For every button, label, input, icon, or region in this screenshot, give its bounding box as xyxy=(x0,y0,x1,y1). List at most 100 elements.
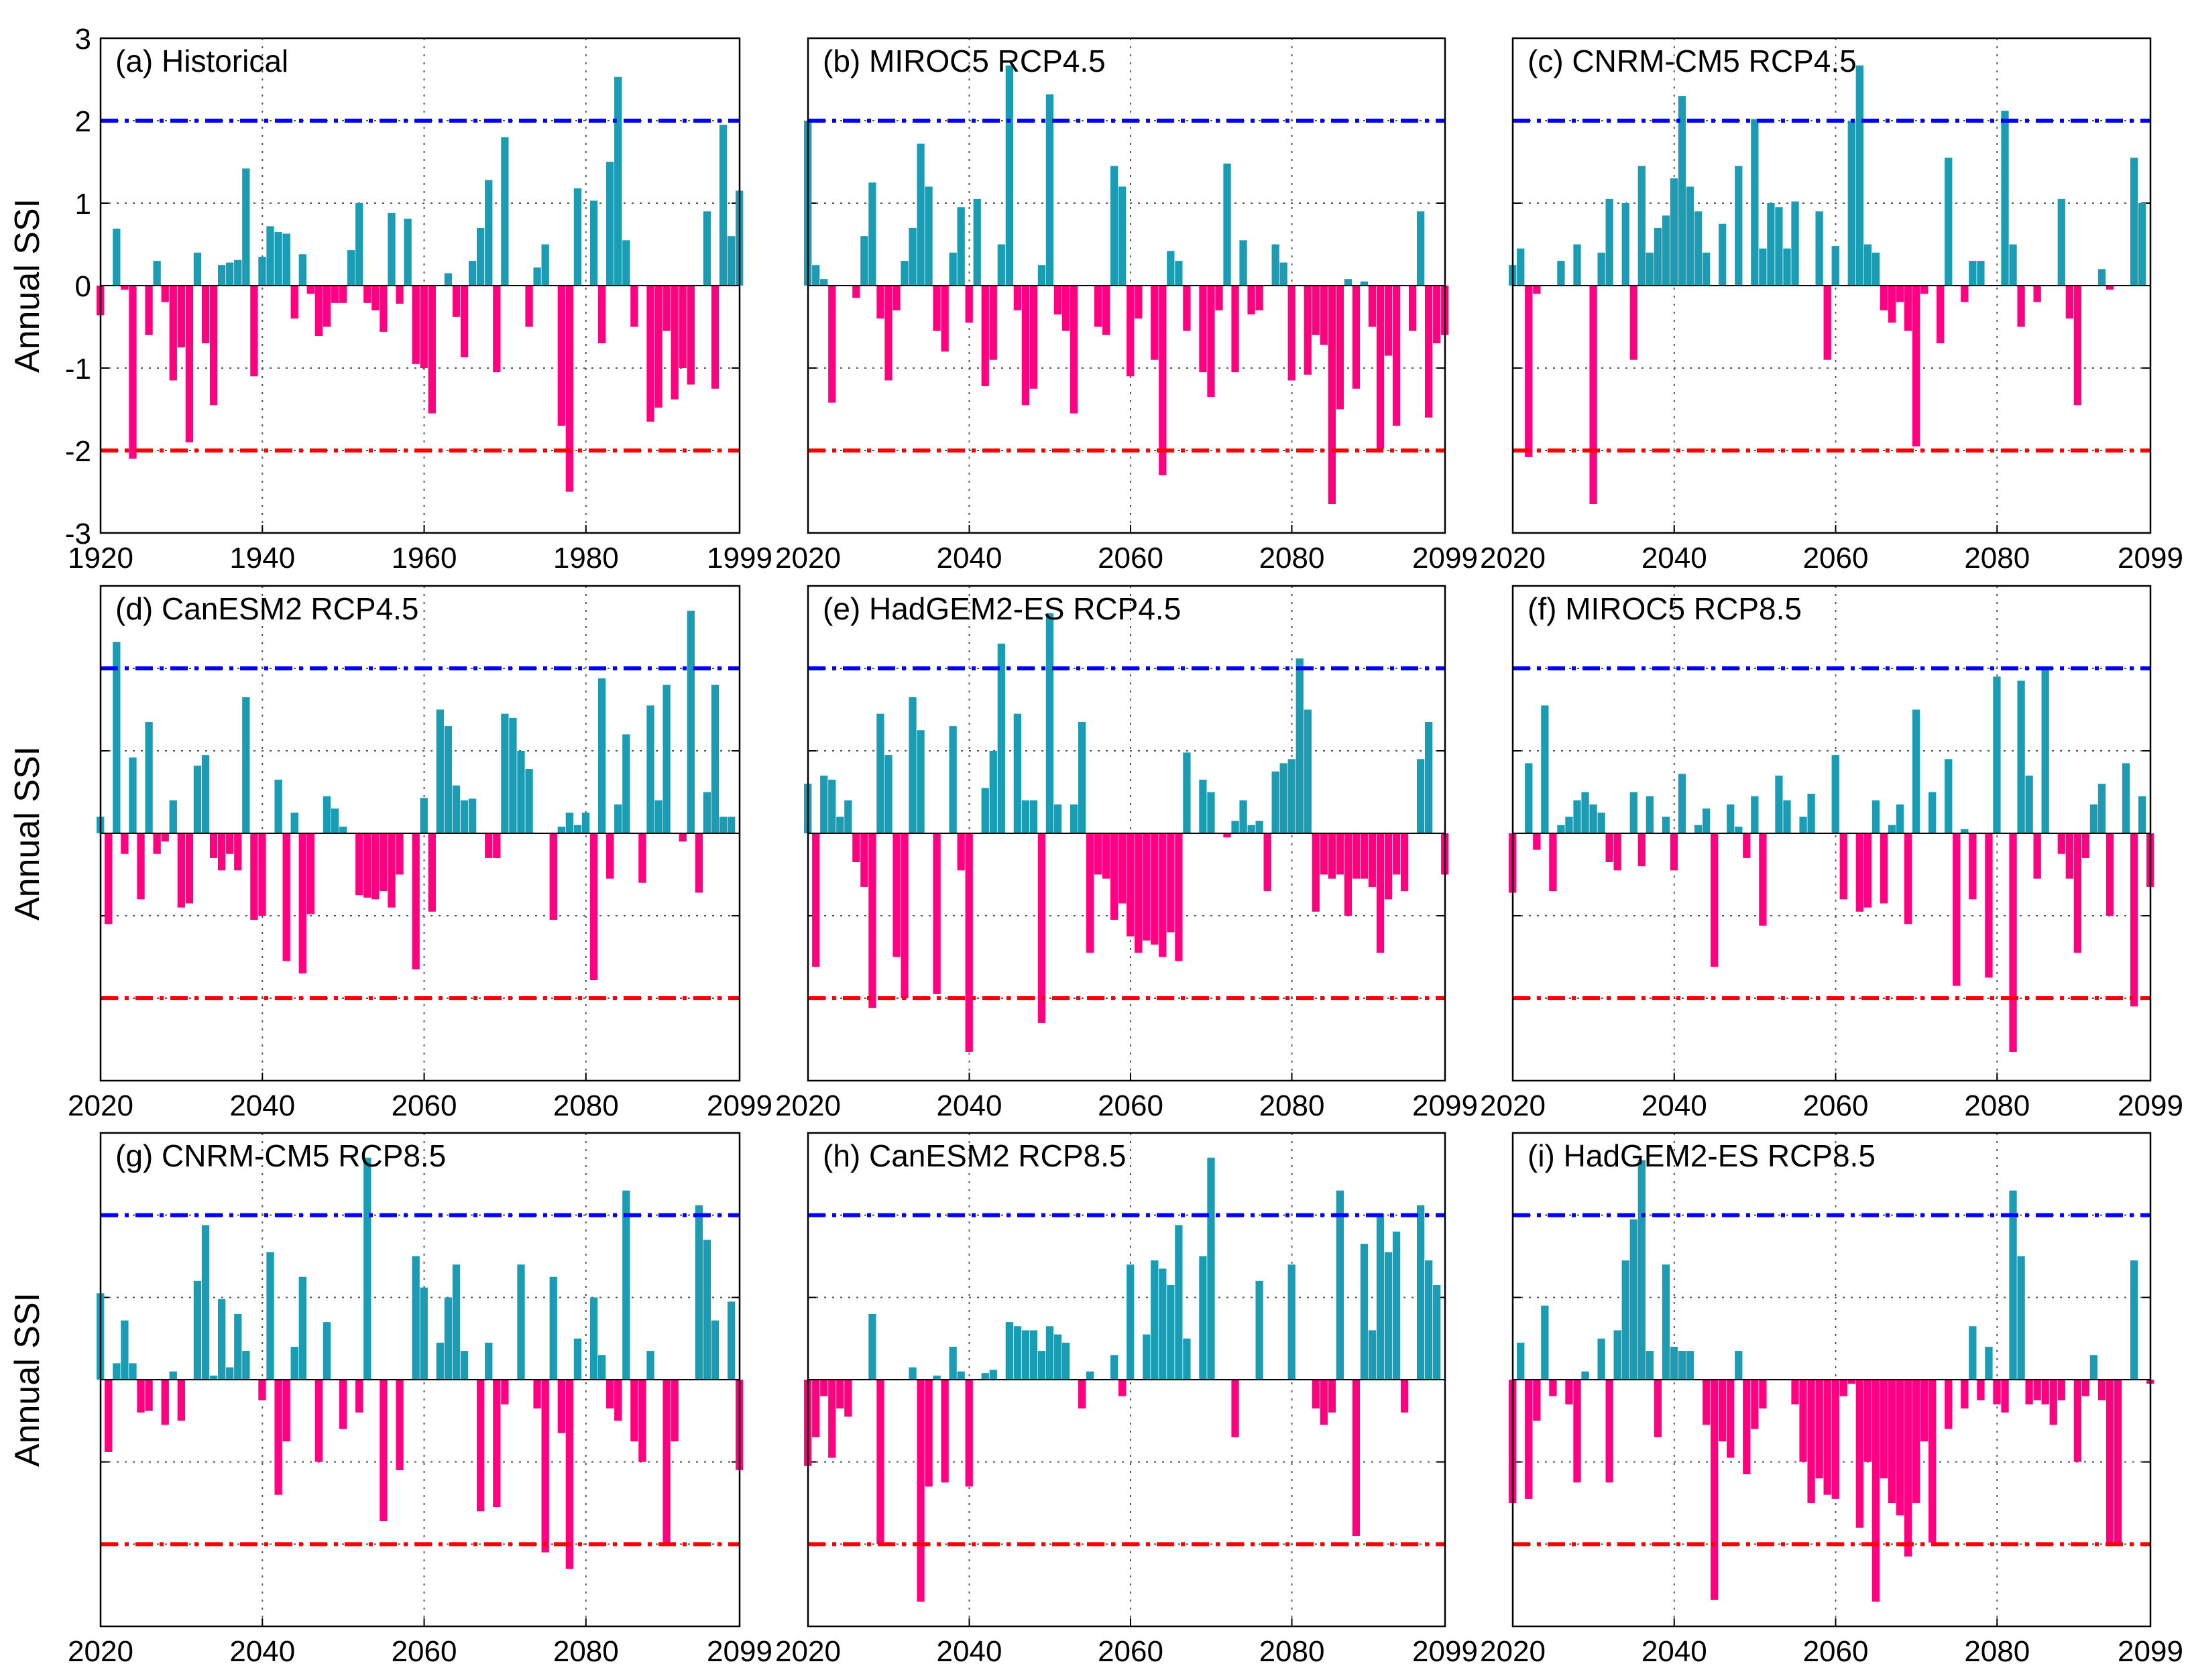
bar-wet xyxy=(828,780,836,833)
bar-wet xyxy=(2089,1355,2098,1380)
bar-dry xyxy=(290,286,298,319)
bar-wet xyxy=(1376,1213,1385,1380)
bar-wet xyxy=(727,236,736,286)
bar-wet xyxy=(1646,1351,1654,1380)
bar-dry xyxy=(1384,833,1393,900)
bar-dry xyxy=(687,286,695,385)
bar-dry xyxy=(493,1380,501,1508)
bar-wet xyxy=(460,800,469,833)
bar-dry xyxy=(828,1380,836,1458)
y-tick-label: -3 xyxy=(65,518,91,550)
panel-h: 2020 2040 2060 2080 2099 (h) CanESM2 RCP8.5 xyxy=(775,1132,1478,1668)
panel-title: (b) MIROC5 RCP4.5 xyxy=(823,44,1106,78)
bar-wet xyxy=(1767,203,1775,286)
bar-wet xyxy=(1751,796,1759,833)
bar-wet xyxy=(452,785,461,833)
bar-dry xyxy=(1312,833,1320,912)
bar-wet xyxy=(234,259,242,286)
bar-dry xyxy=(565,1380,574,1569)
bar-wet xyxy=(1896,804,1904,833)
bar-dry xyxy=(941,286,949,352)
bar-dry xyxy=(1127,286,1135,377)
bar-dry xyxy=(1336,833,1344,875)
bar-dry xyxy=(2033,286,2041,302)
bar-wet xyxy=(468,798,477,833)
panel-title: (g) CNRM-CM5 RCP8.5 xyxy=(115,1138,446,1173)
bar-wet xyxy=(663,684,671,833)
panel-d: 2020 2040 2060 2080 2099 (d) CanESM2 RCP4.5 An… xyxy=(8,585,772,1122)
y-tick-label: 1 xyxy=(75,188,91,221)
bar-dry xyxy=(541,1380,549,1553)
bar-wet xyxy=(1597,813,1605,833)
bar-dry xyxy=(1928,1380,1937,1543)
bar-dry xyxy=(1605,1380,1613,1483)
bar-dry xyxy=(1855,1380,1863,1528)
bar-dry xyxy=(428,286,436,414)
bar-wet xyxy=(1783,800,1791,833)
bar-wet xyxy=(1295,658,1304,833)
panel-title: (h) CanESM2 RCP8.5 xyxy=(823,1138,1127,1173)
bar-dry xyxy=(1969,833,1977,900)
bar-wet xyxy=(836,817,844,833)
bar-wet xyxy=(1271,771,1279,833)
panel-a: -3 -2 -1 0 1 2 3 1920 1940 1960 1980 1999 (a) Histor… xyxy=(8,23,772,575)
bar-wet xyxy=(1287,1264,1295,1380)
y-tick-label: -1 xyxy=(65,353,91,385)
panel-g: 2020 2040 2060 2080 2099 (g) CNRM-CM5 RCP8.5 A… xyxy=(8,1132,772,1668)
bar-wet xyxy=(1053,804,1062,833)
bar-dry xyxy=(282,1380,290,1441)
bar-dry xyxy=(1823,286,1831,360)
bar-wet xyxy=(820,775,828,833)
x-tick-label: 1980 xyxy=(553,542,619,575)
bar-wet xyxy=(517,1264,525,1380)
bar-dry xyxy=(2057,1380,2065,1400)
bar-dry xyxy=(2049,1380,2057,1425)
bar-wet xyxy=(1993,676,2001,833)
x-tick-label: 2060 xyxy=(392,1635,457,1668)
bar-wet xyxy=(1831,245,1839,286)
bar-dry xyxy=(355,833,363,896)
x-tick-label: 2020 xyxy=(68,1635,133,1668)
bar-wet xyxy=(1597,1338,1605,1380)
x-tick-label: 1999 xyxy=(707,542,772,575)
bar-dry xyxy=(1175,833,1183,961)
bar-wet xyxy=(193,1280,202,1380)
bar-wet xyxy=(1928,792,1937,833)
bar-dry xyxy=(1336,286,1344,410)
bar-dry xyxy=(1384,286,1393,356)
plot-frame xyxy=(99,37,741,534)
bar-wet xyxy=(1287,759,1295,833)
bar-dry xyxy=(1896,286,1904,302)
bar-dry xyxy=(2097,1380,2106,1400)
bar-wet xyxy=(242,1351,250,1380)
bar-wet xyxy=(860,236,868,286)
panel-c: 2020 2040 2060 2080 2099 (c) CNRM-CM5 RCP4.5 xyxy=(1480,37,2183,575)
bar-dry xyxy=(1368,286,1377,327)
bar-dry xyxy=(1312,1380,1320,1408)
bar-dry xyxy=(695,833,703,893)
bar-wet xyxy=(646,1351,654,1380)
bar-wet xyxy=(1969,1326,1977,1380)
bar-wet xyxy=(687,610,695,833)
bar-dry xyxy=(1573,1380,1581,1483)
bar-dry xyxy=(630,286,638,327)
bar-wet xyxy=(1735,827,1743,833)
bar-dry xyxy=(1328,286,1336,504)
bar-dry xyxy=(2009,833,2017,1052)
bar-wet xyxy=(1384,1252,1393,1380)
bar-dry xyxy=(1985,833,1993,978)
bar-wet xyxy=(1872,252,1880,286)
bar-wet xyxy=(1086,1371,1094,1380)
bar-wet xyxy=(557,827,565,833)
bar-wet xyxy=(909,227,917,286)
bar-dry xyxy=(1751,1380,1759,1429)
bar-wet xyxy=(1517,1342,1525,1380)
bar-wet xyxy=(917,143,925,286)
bar-wet xyxy=(113,1363,121,1380)
bar-wet xyxy=(201,1225,210,1380)
bar-wet xyxy=(973,198,981,286)
bar-wet xyxy=(1433,1284,1441,1380)
bar-wet xyxy=(622,734,630,833)
bar-dry xyxy=(1376,833,1385,953)
bar-dry xyxy=(965,833,973,1052)
